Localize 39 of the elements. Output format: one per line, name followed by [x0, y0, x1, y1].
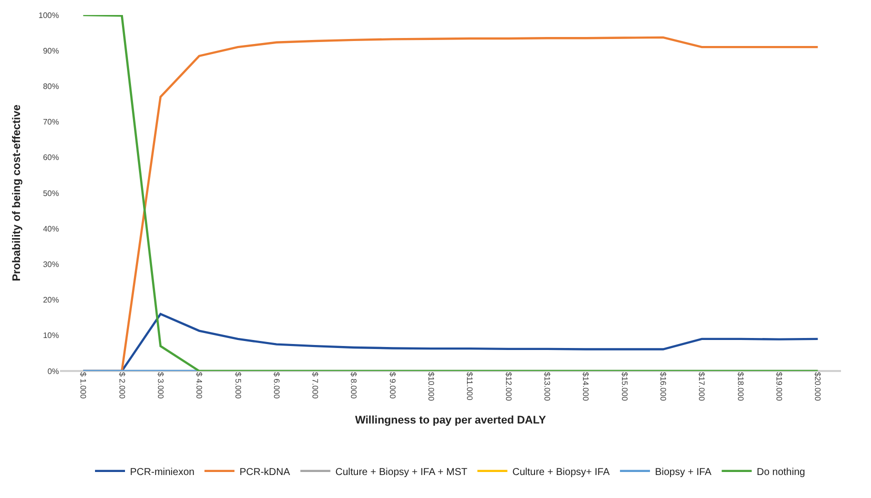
x-tick-label: $ 1.000: [78, 372, 88, 400]
x-tick-label: $17.000: [697, 372, 706, 402]
x-tick-label: $19.000: [774, 372, 784, 402]
x-tick-label: $10.000: [426, 372, 436, 402]
legend-label: Do nothing: [756, 466, 806, 478]
x-tick-label: $14.000: [581, 372, 590, 402]
x-tick-label: $ 8.000: [349, 372, 358, 400]
x-axis-title: Willingness to pay per averted DALY: [355, 414, 547, 427]
x-tick-label: $13.000: [542, 372, 552, 402]
y-tick-label: 30%: [42, 260, 59, 269]
x-tick-label: $ 9.000: [388, 372, 397, 400]
legend-label: Culture + Biopsy + IFA + MST: [335, 466, 468, 478]
y-tick-label: 70%: [42, 118, 59, 127]
x-tick-label: $11.000: [465, 372, 474, 401]
y-tick-label: 60%: [42, 153, 59, 162]
legend-label: Biopsy + IFA: [654, 466, 712, 478]
y-tick-label: 80%: [42, 82, 59, 91]
x-tick-label: $18.000: [736, 372, 745, 402]
y-axis-title: Probability of being cost-effective: [11, 104, 24, 282]
y-tick-label: 40%: [42, 224, 59, 234]
x-tick-label: $15.000: [620, 372, 629, 402]
x-tick-label: $ 3.000: [156, 372, 165, 400]
y-tick-label: 0%: [47, 366, 59, 376]
y-tick-label: 100%: [38, 10, 59, 20]
x-tick-label: $12.000: [504, 372, 513, 402]
y-tick-label: 50%: [42, 188, 59, 198]
legend-label: PCR-miniexon: [130, 466, 194, 478]
x-tick-label: $ 4.000: [194, 372, 204, 400]
x-tick-label: $ 2.000: [117, 372, 126, 400]
y-tick-label: 20%: [42, 296, 59, 305]
x-tick-label: $20.000: [813, 372, 822, 402]
y-tick-label: 10%: [42, 331, 59, 340]
legend-label: PCR-kDNA: [239, 466, 290, 478]
legend-label: Culture + Biopsy+ IFA: [512, 466, 610, 478]
x-tick-label: $ 5.000: [233, 372, 242, 400]
x-tick-label: $ 6.000: [272, 372, 281, 400]
x-tick-label: $ 7.000: [310, 372, 320, 400]
y-tick-label: 90%: [42, 46, 59, 56]
x-tick-label: $16.000: [658, 372, 668, 402]
